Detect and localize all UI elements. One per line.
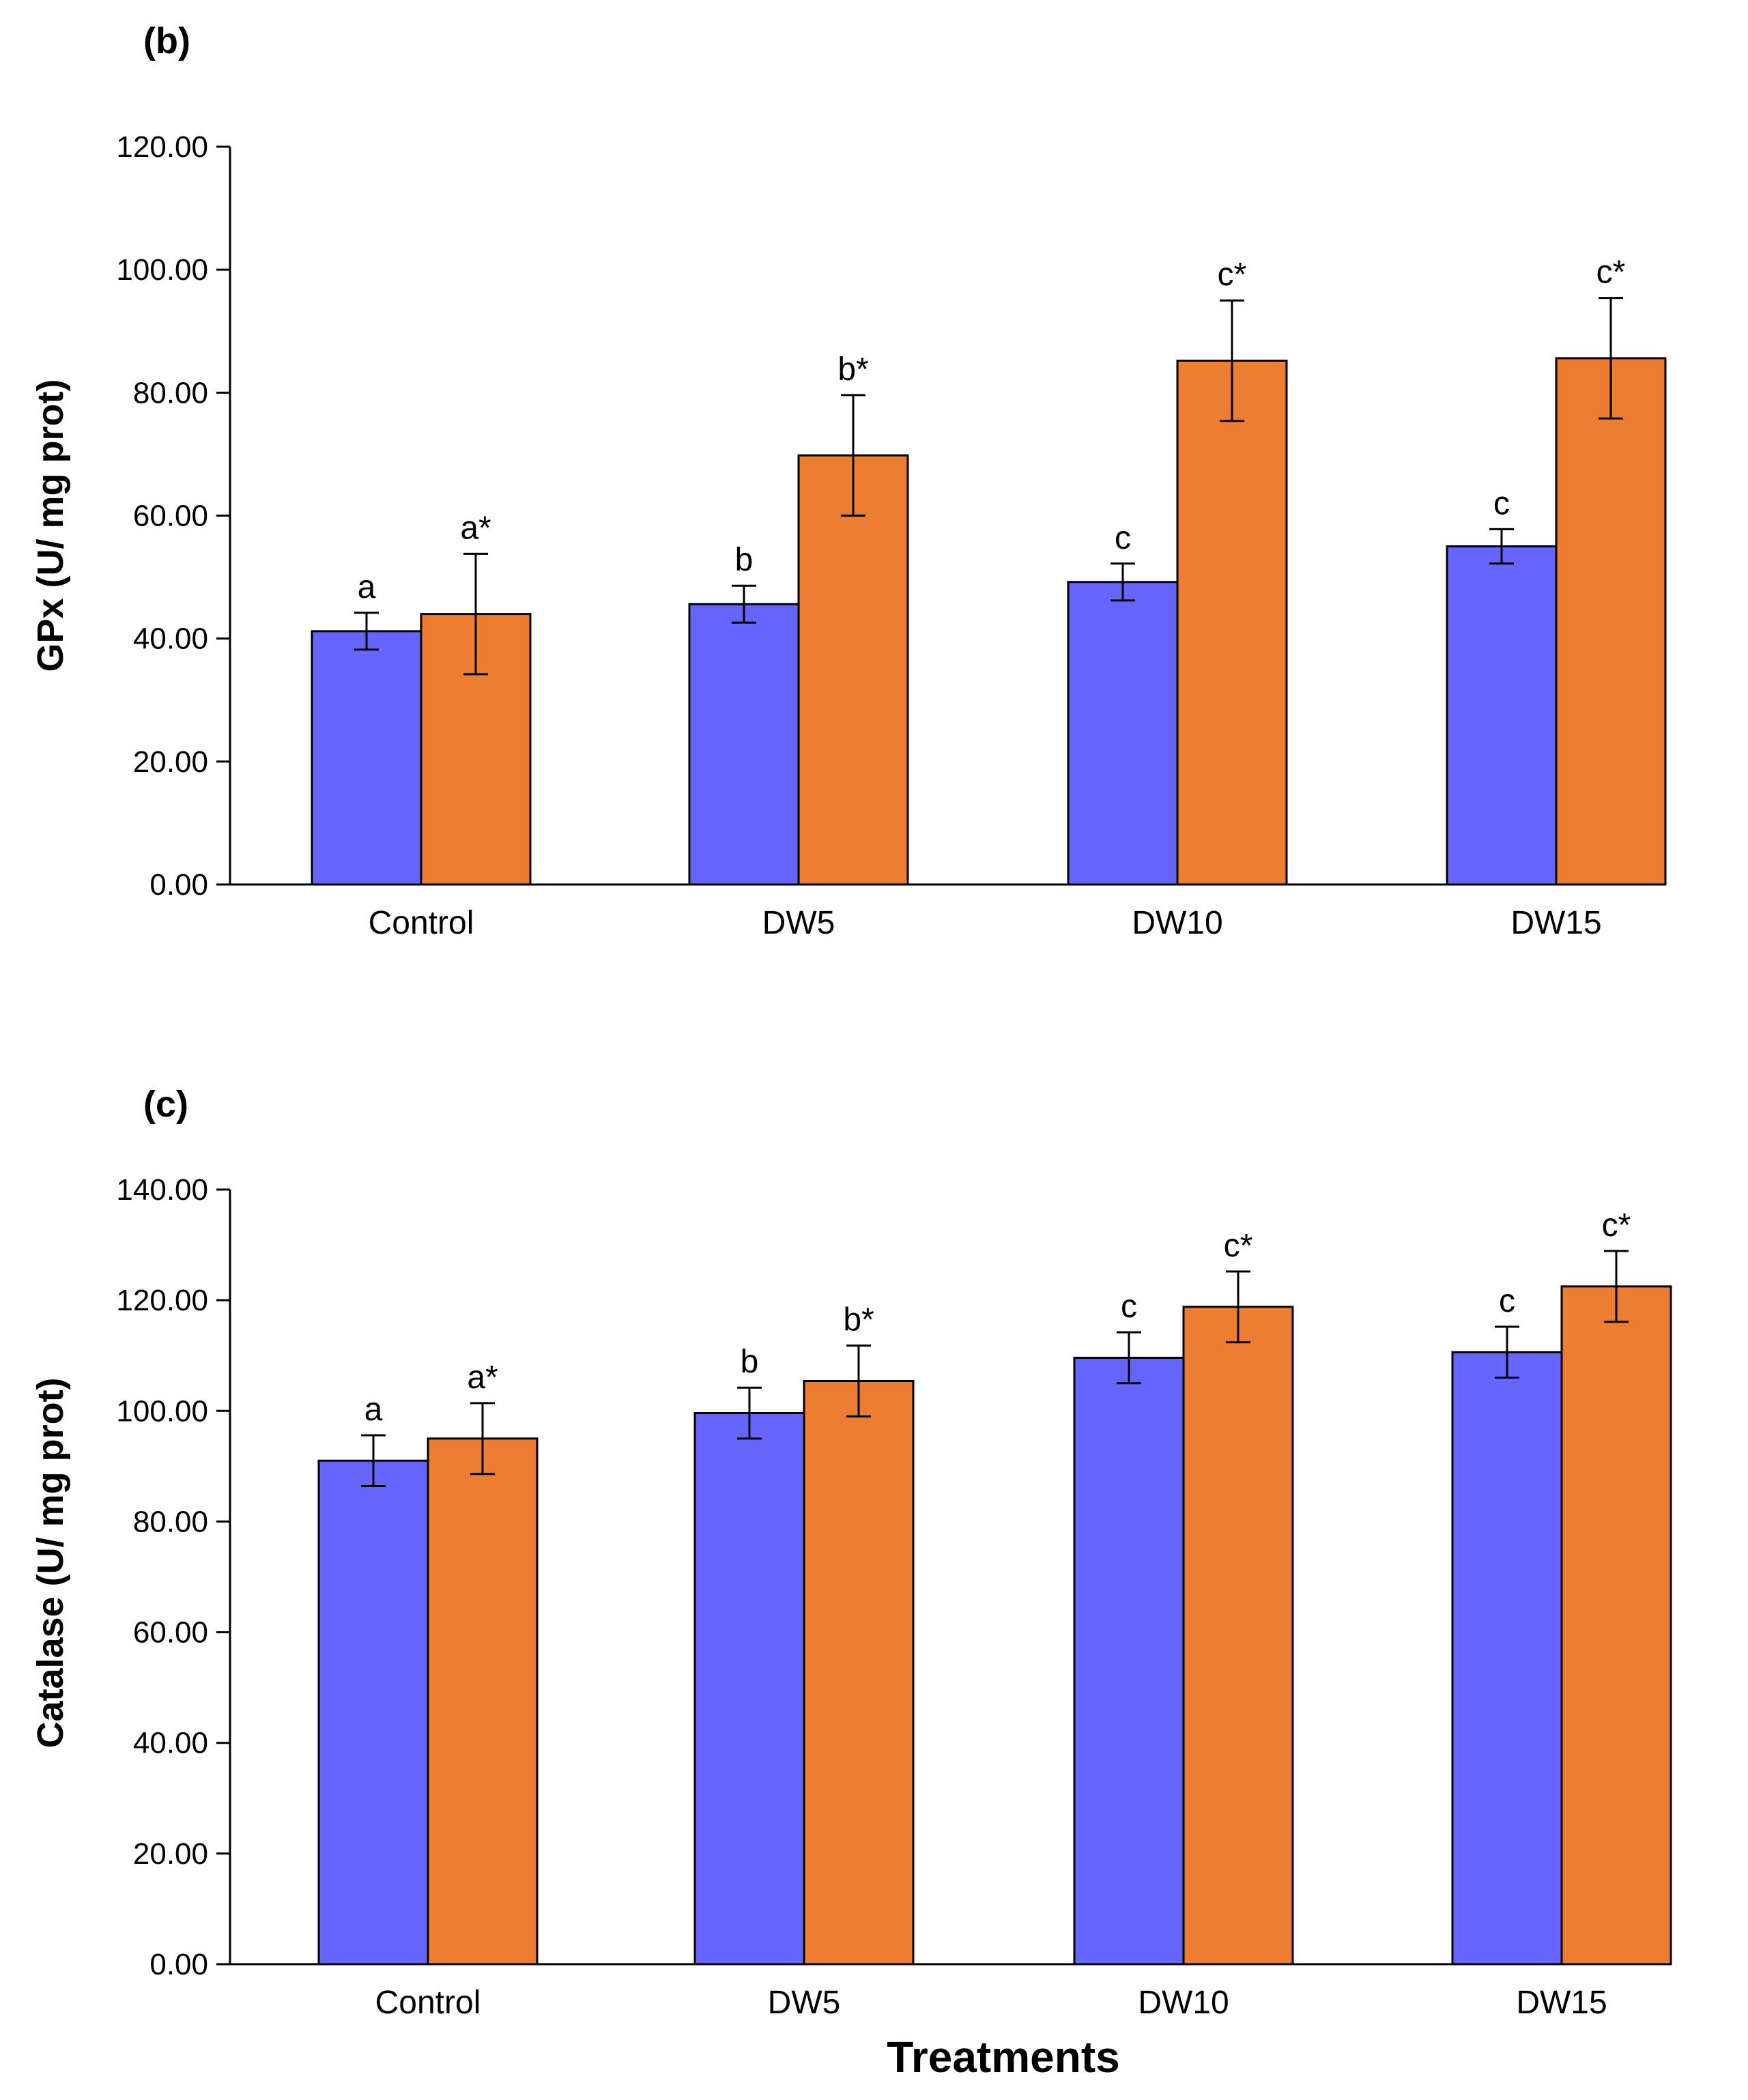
significance-label-b: a xyxy=(358,569,376,605)
bar-c-series1 xyxy=(1073,1356,1185,1966)
bar-b-series1 xyxy=(1067,581,1179,886)
significance-label-b: c* xyxy=(1218,257,1247,293)
chart-panel-b: (b) GPx (U/ mg prot) 0.00 20.00 40.00 60.00… xyxy=(30,20,1667,941)
panel-label-b: (b) xyxy=(143,20,190,61)
bar-b-series2 xyxy=(797,454,909,886)
bar-c-series2 xyxy=(1560,1285,1672,1966)
significance-label-c: a* xyxy=(467,1360,498,1396)
x-category-label-b: DW15 xyxy=(1510,905,1601,941)
x-category-label-b: Control xyxy=(369,905,474,941)
y-tick-label-c: 60.00 xyxy=(133,1616,208,1650)
significance-label-c: c xyxy=(1121,1289,1137,1325)
y-tick-label-b: 60.00 xyxy=(133,500,208,533)
y-tick-label-c: 20.00 xyxy=(133,1837,208,1871)
significance-label-c: c* xyxy=(1602,1207,1631,1243)
y-tick-label-b: 40.00 xyxy=(133,622,208,656)
y-tick-label-c: 100.00 xyxy=(116,1394,208,1428)
y-axis-title-b: GPx (U/ mg prot) xyxy=(30,379,71,672)
x-category-label-c: DW15 xyxy=(1516,1985,1607,2021)
significance-label-c: a xyxy=(364,1392,383,1428)
y-tick-label-c: 80.00 xyxy=(133,1505,208,1538)
y-tick-label-b: 100.00 xyxy=(116,253,208,287)
bar-b-series2 xyxy=(1176,359,1288,886)
y-tick-label-c: 0.00 xyxy=(149,1948,208,1981)
panel-label-c: (c) xyxy=(143,1084,188,1125)
x-category-label-c: Control xyxy=(375,1985,481,2021)
x-category-label-c: DW5 xyxy=(768,1985,841,2021)
bar-b-series1 xyxy=(688,603,800,886)
y-tick-label-c: 40.00 xyxy=(133,1727,208,1760)
x-category-label-c: DW10 xyxy=(1138,1985,1229,2021)
bar-c-series2 xyxy=(427,1437,539,1966)
y-tick-label-b: 20.00 xyxy=(133,745,208,779)
bar-b-series1 xyxy=(311,630,422,886)
significance-label-b: c xyxy=(1115,520,1131,556)
bar-c-series1 xyxy=(317,1459,429,1966)
significance-label-b: c xyxy=(1493,485,1510,521)
significance-label-c: c xyxy=(1499,1283,1515,1319)
y-tick-label-b: 120.00 xyxy=(116,130,208,164)
bar-b-series2 xyxy=(1555,357,1667,886)
y-tick-label-c: 120.00 xyxy=(116,1284,208,1317)
y-axis-title-c: Catalase (U/ mg prot) xyxy=(30,1377,71,1748)
x-axis-title: Treatments xyxy=(887,2032,1119,2082)
significance-label-b: a* xyxy=(460,510,491,546)
chart-panel-c: (c) Catalase (U/ mg prot) 0.00 20.00 40.00… xyxy=(30,1084,1672,2021)
y-tick-label-c: 140.00 xyxy=(116,1173,208,1207)
significance-label-c: b xyxy=(741,1344,759,1380)
significance-label-b: c* xyxy=(1596,255,1626,291)
bar-c-series2 xyxy=(1182,1306,1294,1966)
bar-c-series1 xyxy=(1451,1351,1563,1966)
x-category-label-b: DW5 xyxy=(762,905,835,941)
x-category-label-b: DW10 xyxy=(1132,905,1222,941)
y-tick-label-b: 80.00 xyxy=(133,376,208,409)
significance-label-c: c* xyxy=(1224,1228,1253,1264)
y-tick-label-b: 0.00 xyxy=(149,868,208,902)
bar-c-series1 xyxy=(693,1412,805,1966)
significance-label-b: b* xyxy=(837,351,868,388)
significance-label-b: b xyxy=(735,542,754,578)
bar-c-series2 xyxy=(803,1380,915,1966)
significance-label-c: b* xyxy=(843,1302,874,1338)
bar-b-series1 xyxy=(1446,545,1558,886)
